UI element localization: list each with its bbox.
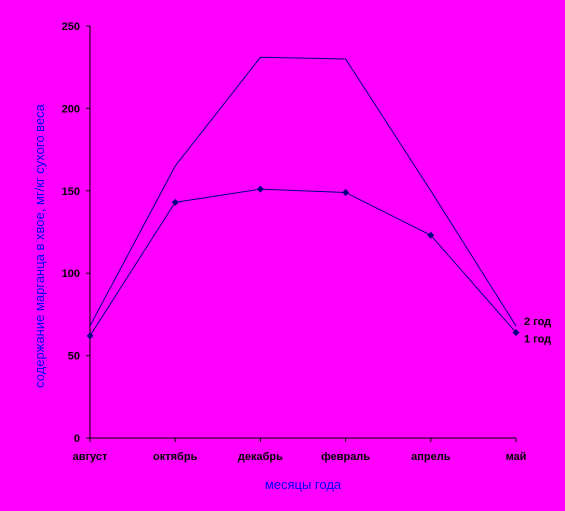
y-tick-label: 200	[62, 103, 80, 115]
y-tick-label: 50	[68, 351, 80, 363]
x-tick-label: май	[506, 451, 527, 463]
x-tick-label: апрель	[411, 451, 451, 463]
axes	[89, 26, 516, 439]
data-point-marker	[342, 188, 350, 196]
series-2: 2 год	[89, 56, 551, 328]
x-axis-title: месяцы года	[265, 477, 342, 492]
data-point-marker	[256, 185, 264, 193]
x-tick-label: декабрь	[238, 451, 283, 463]
x-ticks: август октябрь декабрь февраль апрель май	[73, 438, 527, 463]
series-end-label: 1 год	[524, 334, 551, 346]
series-end-label: 2 год	[524, 316, 551, 328]
series-line	[89, 188, 517, 337]
data-point-marker	[171, 198, 179, 206]
series-1: 1 год	[86, 185, 551, 346]
y-axis-title: содержание марганца в хвое, мг/кг сухого…	[32, 103, 47, 388]
y-tick-label: 150	[62, 186, 80, 198]
x-tick-label: октябрь	[153, 451, 198, 463]
y-tick-label: 250	[62, 21, 80, 33]
y-ticks: 0 50 100 150 200 250	[62, 21, 90, 445]
data-point-marker	[86, 332, 94, 340]
data-point-marker	[512, 329, 520, 337]
data-point-marker	[427, 231, 435, 239]
series-line	[89, 56, 517, 327]
y-tick-label: 0	[74, 433, 80, 445]
x-tick-label: август	[73, 451, 108, 463]
series-layer: 1 год 2 год	[86, 56, 551, 346]
y-tick-label: 100	[62, 268, 80, 280]
x-tick-label: февраль	[321, 451, 370, 463]
